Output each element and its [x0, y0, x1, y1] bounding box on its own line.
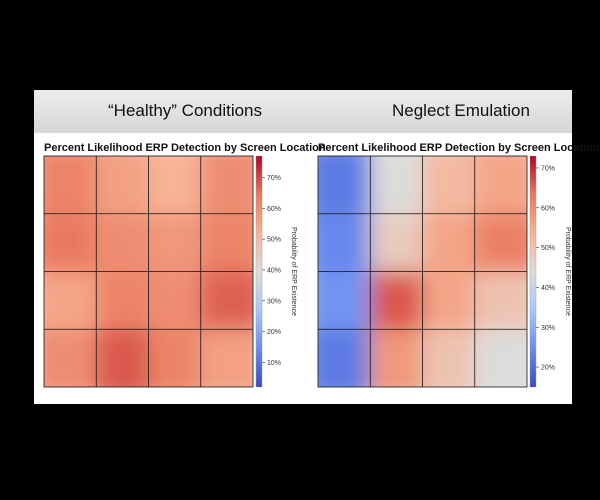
colorbar-tick-label: 60%	[541, 205, 555, 212]
heatmap-cell	[318, 329, 371, 387]
colorbar	[529, 155, 537, 388]
colorbar-label: Probability of ERP Existence	[564, 227, 571, 316]
heatmap-cell	[474, 271, 527, 330]
header-bar: “Healthy” Conditions Neglect Emulation	[34, 90, 572, 133]
chart-title-neglect: Percent Likelihood ERP Detection by Scre…	[318, 142, 600, 154]
heatmap-cell	[422, 213, 475, 272]
heatmap-cell	[96, 271, 149, 330]
heatmap-cell	[96, 329, 149, 387]
heatmap-cell	[200, 213, 253, 272]
heatmap-frame	[317, 155, 528, 388]
heatmap-cell	[96, 156, 149, 214]
colorbar-tick-label: 20%	[541, 365, 555, 372]
heatmap-cell	[148, 329, 201, 387]
heatmap-cell	[370, 213, 423, 272]
heatmap-cell	[318, 156, 371, 214]
heatmap-cell	[474, 329, 527, 387]
heatmap-cell	[148, 271, 201, 330]
colorbar-tick-label: 10%	[267, 360, 281, 367]
colorbar-tick-label: 40%	[267, 267, 281, 274]
condition-title-healthy: “Healthy” Conditions	[108, 101, 263, 120]
chart-title-healthy: Percent Likelihood ERP Detection by Scre…	[44, 142, 326, 154]
heatmap-cell	[370, 156, 423, 214]
colorbar-tick-label: 70%	[267, 175, 281, 182]
heatmap-cell	[148, 156, 201, 214]
heatmap-cell	[422, 156, 475, 214]
heatmap-cell	[318, 213, 371, 272]
heatmap-area	[44, 156, 253, 387]
heatmap-cell	[422, 271, 475, 330]
heatmap-cell	[474, 156, 527, 214]
condition-title-neglect: Neglect Emulation	[392, 101, 530, 120]
colorbar	[255, 155, 263, 388]
figure-panel: “Healthy” Conditions Neglect Emulation P…	[34, 90, 600, 404]
heatmap-cell	[44, 213, 97, 272]
heatmap-neglect: 20% 30% 40% 50% 60% 70% Probability of ERP Exi…	[317, 155, 571, 388]
heatmap-cell	[200, 271, 253, 330]
colorbar-tick-label: 30%	[541, 325, 555, 332]
heatmap-cell	[96, 213, 149, 272]
heatmap-cell	[200, 329, 253, 387]
heatmap-frame	[43, 155, 254, 388]
heatmap-cell	[474, 213, 527, 272]
colorbar-tick-label: 50%	[541, 245, 555, 252]
colorbar-tick-label: 40%	[541, 285, 555, 292]
heatmap-cell	[370, 329, 423, 387]
colorbar-tick-label: 30%	[267, 298, 281, 305]
colorbar-tick-label: 70%	[541, 165, 555, 172]
heatmap-cell	[318, 271, 371, 330]
heatmap-cell	[422, 329, 475, 387]
heatmap-area	[318, 156, 527, 387]
heatmap-cell	[44, 329, 97, 387]
heatmap-cell	[200, 156, 253, 214]
colorbar-label: Probability of ERP Existence	[290, 227, 297, 316]
colorbar-tick-label: 50%	[267, 237, 281, 244]
colorbar-tick-label: 60%	[267, 206, 281, 213]
colorbar-tick-label: 20%	[267, 329, 281, 336]
heatmap-cell	[148, 213, 201, 272]
heatmap-healthy: 10% 20% 30% 40% 50% 60% 70% Probability of ERP …	[43, 155, 297, 388]
heatmap-cell	[44, 156, 97, 214]
heatmap-cell	[44, 271, 97, 330]
heatmap-cell	[370, 271, 423, 330]
